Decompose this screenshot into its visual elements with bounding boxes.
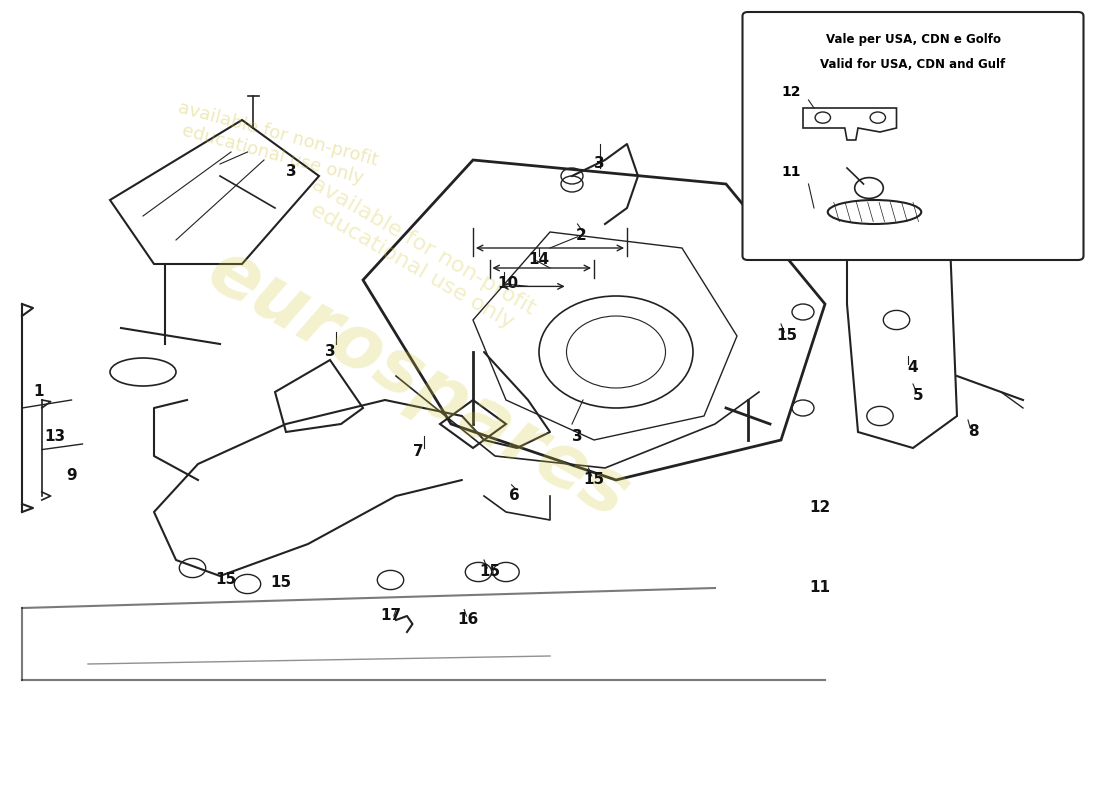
Text: 11: 11: [808, 581, 830, 595]
Text: 15: 15: [478, 565, 500, 579]
Text: 7: 7: [412, 445, 424, 459]
Text: 12: 12: [781, 85, 801, 99]
Text: 17: 17: [379, 609, 401, 623]
Text: available for non-profit
educational use only: available for non-profit educational use…: [170, 98, 380, 190]
Text: 3: 3: [572, 429, 583, 443]
Text: 15: 15: [776, 329, 798, 343]
Text: 6: 6: [509, 489, 520, 503]
Text: 8: 8: [968, 425, 979, 439]
FancyBboxPatch shape: [742, 12, 1084, 260]
Text: 12: 12: [808, 501, 830, 515]
Text: 4: 4: [908, 361, 918, 375]
Text: 3: 3: [286, 165, 297, 179]
Text: 16: 16: [456, 613, 478, 627]
Polygon shape: [957, 32, 1078, 120]
Text: 9: 9: [66, 469, 77, 483]
Text: 3: 3: [324, 345, 336, 359]
Text: 5: 5: [913, 389, 924, 403]
Text: 13: 13: [44, 429, 66, 443]
Text: 2: 2: [575, 229, 586, 243]
Text: 3: 3: [594, 157, 605, 171]
Text: eurospares: eurospares: [195, 234, 641, 534]
Text: 15: 15: [214, 573, 236, 587]
Text: 15: 15: [583, 473, 605, 487]
Text: 11: 11: [781, 165, 801, 179]
Text: Vale per USA, CDN e Golfo: Vale per USA, CDN e Golfo: [825, 34, 1001, 46]
Text: 15: 15: [270, 575, 292, 590]
Text: Valid for USA, CDN and Gulf: Valid for USA, CDN and Gulf: [821, 58, 1005, 70]
Text: 1: 1: [33, 385, 44, 399]
Text: 14: 14: [528, 253, 550, 267]
Text: 10: 10: [497, 277, 519, 291]
Text: available for non-profit
educational use only: available for non-profit educational use…: [297, 174, 539, 338]
